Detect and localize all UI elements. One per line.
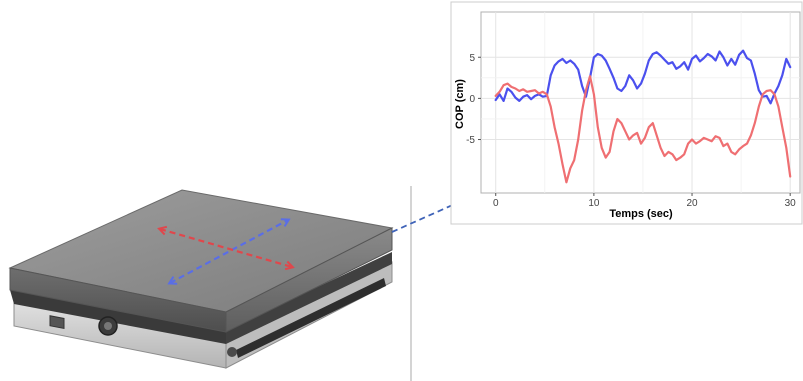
series-line-1 (494, 49, 792, 105)
chart-series-group (494, 49, 792, 184)
series-line-2 (494, 75, 792, 184)
x-tick-label: 10 (588, 198, 600, 209)
x-tick-label: 0 (493, 198, 499, 209)
plate-gap-side (226, 252, 392, 344)
cop-chart: 0 10 20 30 -5 0 5 Temps (sec) COP (cm) (450, 1, 803, 225)
plate-side-rail (236, 278, 386, 358)
force-plate-icon (8, 189, 394, 369)
plot-panel (480, 11, 801, 194)
y-tick-label: 0 (469, 94, 475, 105)
x-tick-label: 20 (686, 198, 698, 209)
y-tick-label: -5 (466, 135, 475, 146)
y-axis-title: COP (cm) (454, 79, 466, 129)
chart-grid (480, 11, 801, 194)
chart-ticks: 0 10 20 30 -5 0 5 (466, 53, 796, 209)
ml-axis-arrow (160, 229, 292, 267)
plate-latch (49, 315, 65, 330)
plate-top-side-edge (225, 227, 393, 333)
plate-gap (10, 290, 226, 344)
y-tick-label: 5 (469, 53, 475, 64)
x-tick-label: 30 (785, 198, 797, 209)
plate-connector-core (104, 322, 112, 330)
x-axis-title: Temps (sec) (609, 208, 673, 220)
plate-foot-icon (227, 347, 237, 357)
